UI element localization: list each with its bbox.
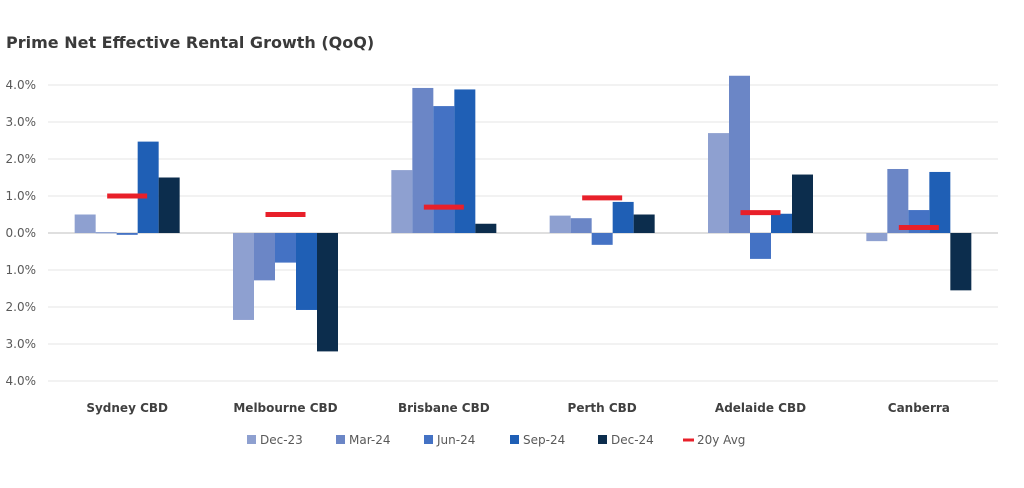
y-tick-label: 2.0%	[6, 152, 37, 166]
legend-swatch	[247, 435, 256, 444]
bar	[633, 214, 655, 233]
legend-label: 20y Avg	[697, 433, 745, 447]
x-category-label: Perth CBD	[568, 401, 637, 415]
y-tick-label: 4.0%	[6, 374, 37, 388]
bar	[158, 177, 180, 233]
bar	[137, 141, 159, 233]
bar	[887, 168, 909, 233]
bar	[866, 233, 888, 242]
legend-swatch	[510, 435, 519, 444]
y-tick-label: 0.0%	[6, 226, 37, 240]
bar	[275, 233, 296, 263]
x-axis: Sydney CBD Melbourne CBD Brisbane CBD Perth…	[86, 401, 950, 415]
bar	[591, 233, 613, 245]
bar	[95, 232, 117, 234]
y-tick-label: 3.0%	[6, 115, 37, 129]
bar	[296, 233, 317, 310]
x-category-label: Melbourne CBD	[233, 401, 337, 415]
x-category-label: Brisbane CBD	[398, 401, 490, 415]
bar	[391, 170, 413, 233]
gridlines	[48, 84, 998, 382]
bar	[74, 214, 96, 233]
legend-swatch	[424, 435, 433, 444]
y-axis: 4.0% 3.0% 2.0% 1.0% 0.0% 1.0% 2.0% 3.0% 4.0%	[6, 78, 37, 388]
bar	[475, 223, 497, 233]
bar	[612, 201, 634, 233]
bar	[433, 106, 455, 233]
x-category-label: Canberra	[888, 401, 950, 415]
bar	[254, 233, 275, 281]
y-tick-label: 4.0%	[6, 78, 37, 92]
bar	[792, 174, 813, 233]
bar	[929, 171, 951, 233]
legend-label: Dec-24	[611, 433, 654, 447]
bar	[950, 233, 972, 291]
bar	[549, 215, 571, 233]
bar	[233, 233, 254, 320]
y-tick-label: 1.0%	[6, 263, 37, 277]
legend-swatch	[598, 435, 607, 444]
legend-label: Jun-24	[436, 433, 475, 447]
bar	[412, 87, 434, 234]
legend: Dec-23 Mar-24 Jun-24 Sep-24 Dec-24 20y Avg	[247, 433, 745, 447]
average-markers	[107, 193, 939, 230]
legend-label: Dec-23	[260, 433, 303, 447]
x-category-label: Adelaide CBD	[715, 401, 806, 415]
bars	[74, 75, 972, 352]
bar	[454, 89, 476, 233]
legend-label: Sep-24	[523, 433, 565, 447]
bar	[729, 75, 750, 233]
y-tick-label: 3.0%	[6, 337, 37, 351]
bar	[116, 233, 138, 235]
legend-label: Mar-24	[349, 433, 390, 447]
bar	[317, 233, 338, 352]
bar	[570, 218, 592, 233]
bar	[708, 133, 729, 233]
bar	[771, 213, 792, 233]
y-tick-label: 1.0%	[6, 189, 37, 203]
bar	[750, 233, 771, 259]
x-category-label: Sydney CBD	[86, 401, 168, 415]
chart-title: Prime Net Effective Rental Growth (QoQ)	[6, 33, 375, 52]
y-tick-label: 2.0%	[6, 300, 37, 314]
legend-swatch	[336, 435, 345, 444]
